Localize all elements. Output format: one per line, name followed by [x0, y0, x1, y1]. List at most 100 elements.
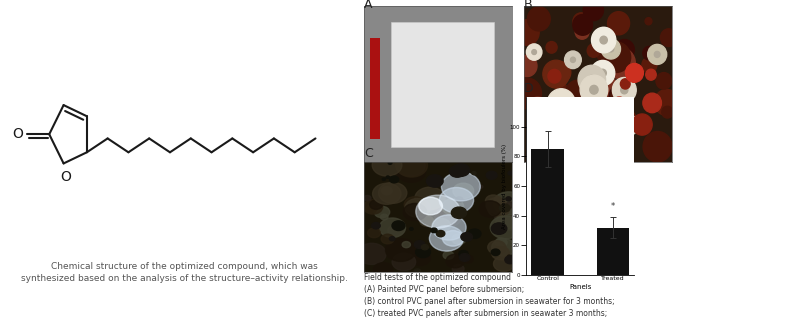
- Circle shape: [405, 198, 430, 217]
- Circle shape: [580, 75, 608, 104]
- Circle shape: [452, 234, 466, 245]
- Text: O: O: [13, 127, 23, 141]
- Circle shape: [402, 242, 410, 248]
- Circle shape: [478, 185, 482, 188]
- Circle shape: [602, 39, 621, 59]
- Text: Field tests of the optimized compound
(A) Painted PVC panel before submersion;
(: Field tests of the optimized compound (A…: [364, 273, 720, 318]
- Circle shape: [595, 40, 615, 61]
- Circle shape: [372, 154, 402, 176]
- Circle shape: [404, 197, 426, 212]
- Circle shape: [479, 201, 501, 217]
- Bar: [531, 149, 564, 275]
- Circle shape: [606, 48, 635, 79]
- Circle shape: [453, 183, 474, 198]
- Circle shape: [600, 36, 607, 44]
- Circle shape: [594, 102, 622, 132]
- Circle shape: [410, 250, 430, 266]
- Circle shape: [604, 113, 613, 121]
- Circle shape: [490, 216, 521, 239]
- Circle shape: [528, 97, 547, 117]
- Circle shape: [415, 246, 430, 258]
- Circle shape: [455, 197, 463, 202]
- Circle shape: [443, 251, 454, 259]
- Circle shape: [526, 44, 542, 60]
- Circle shape: [585, 128, 588, 131]
- Circle shape: [607, 12, 630, 35]
- Circle shape: [621, 79, 630, 89]
- Circle shape: [600, 117, 626, 145]
- Circle shape: [363, 200, 382, 214]
- Circle shape: [613, 108, 636, 132]
- Circle shape: [614, 39, 634, 60]
- Circle shape: [515, 20, 539, 45]
- Circle shape: [458, 162, 462, 164]
- Circle shape: [546, 42, 557, 53]
- Circle shape: [452, 265, 464, 273]
- Text: Chemical structure of the optimized compound, which was
synthesized based on the: Chemical structure of the optimized comp…: [21, 262, 347, 283]
- Circle shape: [488, 201, 510, 217]
- Circle shape: [599, 69, 606, 77]
- Circle shape: [565, 80, 592, 108]
- Circle shape: [592, 137, 611, 158]
- Circle shape: [468, 229, 481, 238]
- Circle shape: [612, 78, 636, 103]
- Circle shape: [570, 57, 575, 62]
- Circle shape: [390, 237, 395, 241]
- Circle shape: [414, 187, 445, 210]
- Circle shape: [598, 113, 612, 127]
- Circle shape: [543, 60, 570, 88]
- Circle shape: [488, 241, 506, 254]
- Circle shape: [587, 44, 600, 57]
- Circle shape: [370, 200, 382, 209]
- Circle shape: [379, 218, 406, 238]
- Circle shape: [414, 269, 421, 274]
- Circle shape: [494, 192, 524, 215]
- Circle shape: [463, 255, 473, 263]
- Circle shape: [573, 15, 593, 35]
- Circle shape: [367, 228, 381, 238]
- Circle shape: [588, 75, 596, 84]
- Circle shape: [431, 228, 437, 233]
- Circle shape: [422, 245, 428, 250]
- Circle shape: [372, 223, 380, 229]
- Circle shape: [382, 187, 392, 195]
- Circle shape: [512, 78, 542, 109]
- Circle shape: [603, 118, 607, 122]
- Circle shape: [434, 207, 462, 227]
- Circle shape: [574, 122, 578, 126]
- Circle shape: [500, 252, 511, 261]
- Circle shape: [590, 60, 614, 86]
- Y-axis label: Area covered by biofoulers (%): Area covered by biofoulers (%): [502, 143, 507, 229]
- Circle shape: [432, 215, 466, 240]
- Circle shape: [527, 7, 550, 31]
- Circle shape: [491, 246, 510, 260]
- Circle shape: [410, 228, 413, 230]
- Circle shape: [508, 171, 514, 175]
- Circle shape: [442, 172, 480, 201]
- Circle shape: [549, 135, 562, 149]
- Circle shape: [426, 175, 443, 187]
- Circle shape: [418, 197, 442, 215]
- Bar: [370, 38, 380, 139]
- Circle shape: [442, 231, 463, 246]
- Circle shape: [403, 204, 426, 221]
- Circle shape: [358, 243, 386, 265]
- Circle shape: [565, 51, 582, 69]
- Circle shape: [548, 69, 561, 83]
- Circle shape: [632, 114, 652, 135]
- Circle shape: [617, 131, 627, 141]
- Circle shape: [656, 73, 672, 89]
- Circle shape: [611, 91, 620, 100]
- Circle shape: [648, 45, 666, 65]
- Bar: [390, 22, 494, 147]
- Circle shape: [590, 86, 598, 94]
- X-axis label: Panels: Panels: [570, 284, 591, 290]
- Circle shape: [537, 124, 552, 139]
- Circle shape: [494, 208, 525, 230]
- Circle shape: [551, 62, 570, 83]
- Circle shape: [430, 226, 463, 251]
- Circle shape: [374, 206, 390, 218]
- Circle shape: [612, 97, 626, 112]
- Circle shape: [382, 178, 386, 180]
- Circle shape: [364, 196, 371, 201]
